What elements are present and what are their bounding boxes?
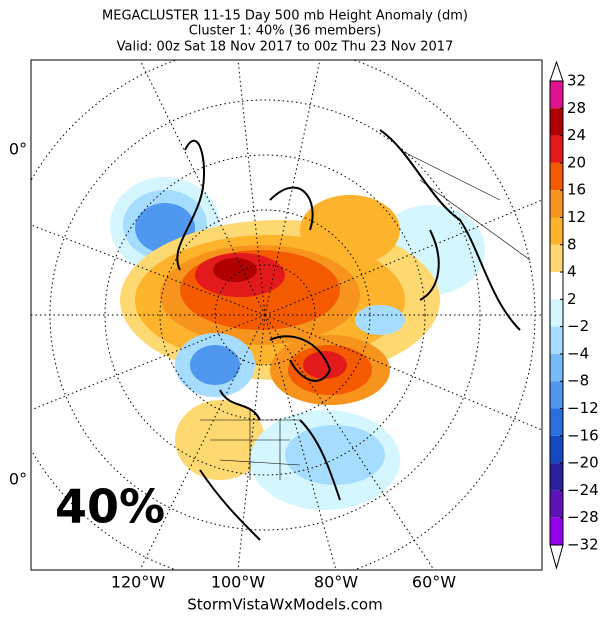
lon-label: 60°W [412,573,456,592]
map [31,60,542,570]
credit: StormVistaWxModels.com [187,596,382,614]
colorbar-label: −28 [567,508,599,526]
colorbar-segment [550,299,563,327]
colorbar-segment [550,190,563,218]
colorbar-label: 16 [567,181,586,199]
colorbar-segment [550,108,563,136]
title: MEGACLUSTER 11-15 Day 500 mb Height Anom… [102,9,468,24]
colorbar-label: −24 [567,481,599,499]
colorbar-label: 32 [567,72,586,90]
subtitle: Cluster 1: 40% (36 members) [189,24,382,39]
colorbar-segment [550,326,563,354]
colorbar-segment [550,353,563,382]
colorbar-label: 12 [567,208,586,226]
colorbar-label: 2 [567,290,577,308]
colorbar-segment [550,435,563,464]
colorbar-label: 24 [567,126,586,144]
colorbar-end [549,60,564,82]
colorbar-label: −32 [567,536,599,554]
colorbar-segment [550,272,563,300]
colorbar-segment [550,162,563,191]
colorbar-segment [550,408,563,436]
colorbar-frame [549,80,564,546]
colorbar-label: −20 [567,454,599,472]
colorbar-segment [550,490,563,518]
colorbar-segment [550,244,563,273]
colorbar-label: −16 [567,426,599,444]
colorbar-label: 4 [567,263,577,281]
colorbar-segment [550,463,563,491]
lon-label: 80°W [314,573,358,592]
lon-label: 100°W [211,573,266,592]
colorbar-segment [550,81,563,109]
colorbar-segment [550,217,563,245]
colorbar-label: −12 [567,399,599,417]
subtitle: Valid: 00z Sat 18 Nov 2017 to 00z Thu 23… [117,40,454,55]
colorbar-label: −8 [567,372,589,390]
colorbar-segment [550,135,563,163]
colorbar-label: 28 [567,99,586,117]
colorbar-label: −2 [567,317,589,335]
colorbar-label: 8 [567,235,577,253]
lat-label: 0° [9,470,27,489]
colorbar-label: −4 [567,344,589,362]
colorbar-label: 20 [567,153,586,171]
lat-label: 0° [9,140,27,159]
colorbar-segment [550,517,563,545]
map-frame [30,59,543,571]
colorbar: 32 28 24 20 16 12 8 4 2 −2 −4 −8 −12 −16 −20 −24 −28 −32 [549,60,599,570]
colorbar-end [549,544,564,570]
lon-label: 120°W [111,573,166,592]
percent-label: 40% [55,480,165,534]
colorbar-segment [550,381,563,409]
